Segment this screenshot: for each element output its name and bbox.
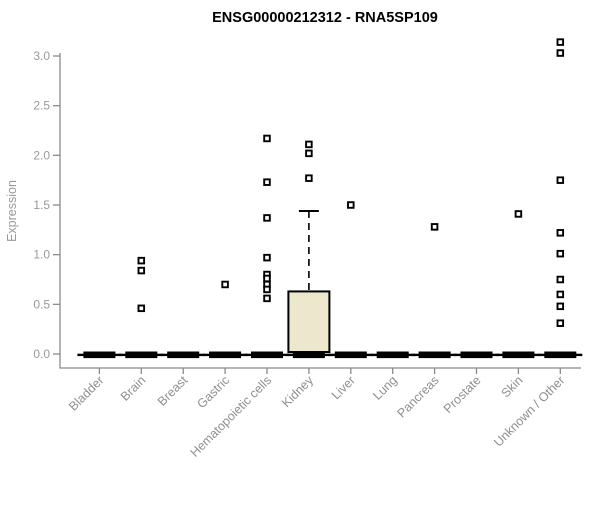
data-point	[556, 275, 565, 284]
data-point	[305, 149, 313, 158]
plot-series	[77, 38, 583, 359]
data-point	[305, 140, 313, 149]
x-tick-label: Brain	[118, 373, 149, 404]
data-point	[137, 256, 146, 265]
category-group-breast	[161, 351, 206, 359]
data-point	[556, 249, 565, 258]
category-group-liver	[328, 201, 373, 359]
x-tick-label: Breast	[155, 373, 191, 409]
data-point	[556, 49, 565, 57]
zero-bar-median	[502, 351, 535, 359]
data-point	[263, 134, 271, 143]
category-group-lung	[370, 351, 415, 359]
zero-bar-median	[209, 351, 242, 359]
data-point	[305, 174, 313, 182]
data-point	[263, 253, 271, 262]
x-tick-label: Bladder	[66, 373, 106, 413]
axis-line	[59, 53, 581, 369]
x-tick-label: Pancreas	[394, 373, 441, 420]
category-group-hematopoietic-cells	[245, 134, 289, 359]
data-point	[263, 178, 271, 186]
y-tick-label: 2.5	[33, 99, 50, 113]
y-axis-title: Expression	[5, 180, 19, 242]
data-point	[221, 280, 229, 289]
data-point	[556, 302, 565, 311]
y-tick-label: 1.5	[33, 198, 50, 212]
data-point	[514, 210, 523, 218]
zero-bar-median	[460, 351, 493, 359]
x-tick-label: Kidney	[279, 373, 316, 410]
box	[287, 290, 331, 354]
category-group-pancreas	[412, 223, 457, 359]
data-point	[137, 266, 146, 275]
zero-bar-median	[292, 351, 325, 359]
data-point	[263, 274, 271, 283]
zero-bar-median	[83, 351, 116, 359]
data-point	[137, 304, 146, 313]
zero-bar-median	[251, 351, 283, 359]
data-point	[556, 229, 565, 237]
data-point	[263, 294, 271, 303]
zero-bar-median	[167, 351, 200, 359]
y-tick-label: 1.0	[33, 248, 50, 262]
data-point	[556, 176, 565, 184]
data-point	[556, 290, 565, 299]
data-point	[263, 214, 271, 222]
y-tick-label: 0.5	[33, 297, 50, 311]
y-tick-label: 0.0	[33, 347, 50, 361]
x-tick-label: Skin	[498, 373, 525, 400]
category-group-skin	[496, 210, 541, 359]
axes: 0.0 0.5 1.0 1.5 2.0 2.5 3.0 Bladder Brain Breast G…	[33, 49, 581, 460]
category-group-brain	[119, 256, 164, 359]
data-point	[430, 223, 439, 231]
chart-title: ENSG00000212312 - RNA5SP109	[212, 10, 438, 26]
data-point	[347, 201, 355, 209]
x-tick-label: Liver	[329, 373, 358, 402]
zero-bar-median	[125, 351, 158, 359]
data-point	[556, 38, 565, 46]
zero-bar-median	[334, 351, 367, 359]
category-group-bladder	[77, 351, 122, 359]
y-tick-label: 2.0	[33, 148, 50, 162]
category-group-unknown-other	[538, 38, 583, 359]
category-group-kidney	[286, 140, 331, 359]
x-tick-label: Gastric	[194, 373, 232, 411]
x-tick-label: Prostate	[441, 373, 484, 416]
data-point	[556, 319, 565, 327]
zero-bar-median	[544, 351, 577, 359]
category-group-gastric	[203, 280, 248, 359]
data-point	[263, 285, 271, 294]
x-tick-label: Hematopoietic cells	[188, 373, 275, 460]
category-group-prostate	[454, 351, 499, 359]
zero-bar-median	[418, 351, 451, 359]
zero-bar-median	[376, 351, 409, 359]
y-tick-label: 3.0	[33, 49, 50, 63]
x-tick-label: Lung	[370, 373, 400, 403]
x-tick-label: Unknown / Other	[491, 373, 567, 449]
